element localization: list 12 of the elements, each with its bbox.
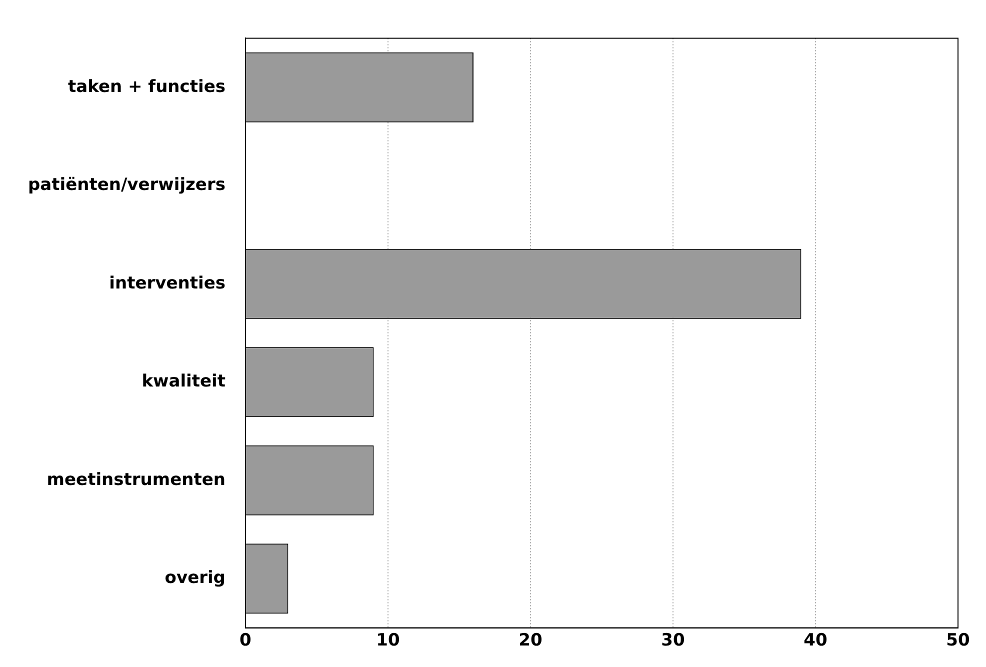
x-tick-label: 0 [240, 630, 252, 650]
x-tick-label: 30 [661, 630, 685, 650]
y-tick-label: patiënten/verwijzers [28, 175, 226, 196]
y-tick-label: kwaliteit [142, 372, 226, 392]
y-tick-label: overig [164, 568, 226, 588]
x-tick-label: 50 [946, 630, 970, 650]
x-tick-label: 20 [518, 630, 542, 650]
x-tick-label: 40 [804, 630, 828, 650]
y-tick-label: meetinstrumenten [46, 470, 226, 490]
y-tick-label: taken + functies [68, 76, 226, 97]
x-tick-label: 10 [376, 630, 400, 650]
y-tick-label: interventies [109, 273, 226, 294]
